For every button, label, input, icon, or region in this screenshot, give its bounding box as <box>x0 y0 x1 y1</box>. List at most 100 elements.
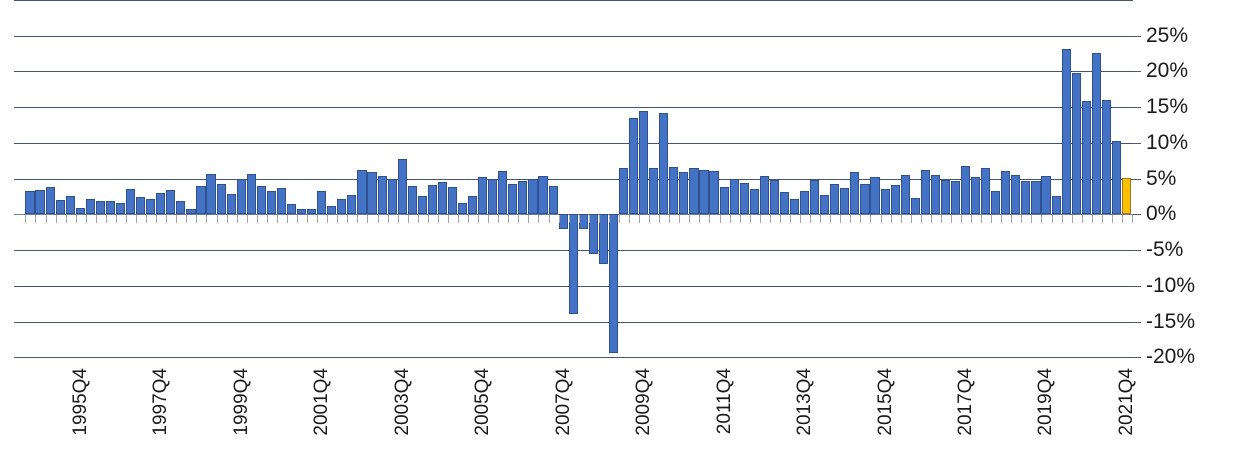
bar <box>35 189 45 215</box>
bar <box>417 196 427 215</box>
x-axis-tick <box>417 215 419 224</box>
x-axis-tick <box>709 215 711 224</box>
bar <box>578 214 588 229</box>
bar <box>176 201 186 215</box>
x-axis-label: 2013Q4 <box>794 368 816 436</box>
x-axis-tick <box>377 215 379 224</box>
x-axis-tick <box>900 215 902 224</box>
x-axis-tick <box>930 215 932 224</box>
x-axis-tick <box>508 215 510 224</box>
x-axis-tick <box>639 215 641 224</box>
bar <box>126 189 136 215</box>
bar <box>216 184 226 215</box>
x-axis-tick <box>186 215 188 224</box>
x-axis-tick <box>910 215 912 224</box>
bar <box>1051 196 1061 215</box>
x-axis-tick <box>890 215 892 224</box>
x-axis-tick <box>206 215 208 224</box>
y-axis-label: 0% <box>1146 202 1177 226</box>
bar <box>166 189 176 215</box>
bar <box>1091 53 1101 215</box>
bar <box>759 176 769 215</box>
x-axis-tick <box>1081 215 1083 224</box>
x-axis-tick <box>216 215 218 224</box>
bar <box>900 174 910 215</box>
x-axis-label: 2001Q4 <box>311 368 333 436</box>
x-axis-tick <box>820 215 822 224</box>
bar <box>940 179 951 215</box>
bar <box>156 192 166 215</box>
y-axis-tick <box>1133 142 1141 144</box>
bar <box>206 174 216 215</box>
y-axis-label: 20% <box>1146 59 1189 83</box>
bar <box>377 175 387 215</box>
bar <box>105 200 116 215</box>
x-axis-tick <box>860 215 862 224</box>
x-axis-tick <box>45 215 47 224</box>
x-axis-tick <box>1111 215 1113 224</box>
x-axis-tick <box>1011 215 1013 224</box>
bar <box>981 167 991 215</box>
x-axis-tick <box>538 215 540 224</box>
y-axis-label: -15% <box>1146 309 1196 333</box>
x-axis-tick <box>1121 215 1123 224</box>
bar <box>327 206 337 215</box>
x-axis-tick <box>689 215 691 224</box>
bar <box>1011 174 1021 215</box>
x-axis-tick <box>1041 215 1043 224</box>
bar <box>387 178 397 215</box>
x-axis-tick <box>669 215 671 224</box>
bar <box>659 112 669 215</box>
bar <box>1041 176 1051 215</box>
x-axis-tick <box>266 215 268 224</box>
x-axis-label: 2011Q4 <box>713 368 735 435</box>
y-axis-tick <box>1133 178 1141 180</box>
bar <box>317 191 327 215</box>
bar <box>669 167 679 215</box>
highlighted-bar <box>1121 177 1132 215</box>
x-axis-tick <box>357 215 359 224</box>
y-axis-label: 5% <box>1146 166 1177 190</box>
x-axis-tick <box>367 215 369 224</box>
bar <box>950 181 961 215</box>
x-axis-tick <box>629 215 630 224</box>
bar <box>820 194 830 215</box>
x-axis-label: 2005Q4 <box>472 368 494 436</box>
x-axis-tick <box>1021 215 1023 224</box>
x-axis-tick <box>156 215 158 224</box>
x-axis-label: 2015Q4 <box>874 368 896 436</box>
bar <box>468 196 478 215</box>
bar <box>810 179 820 215</box>
gridline <box>14 71 1133 73</box>
bar <box>337 198 347 215</box>
bar <box>830 183 840 215</box>
x-axis-tick <box>498 215 500 224</box>
x-axis-tick <box>649 215 651 224</box>
x-axis-tick <box>1071 215 1073 224</box>
bar <box>146 198 156 215</box>
x-axis-tick <box>779 215 781 224</box>
x-axis-label: 2003Q4 <box>391 368 413 436</box>
x-axis-tick <box>256 215 258 224</box>
gridline <box>14 357 1133 359</box>
bar <box>1021 180 1031 215</box>
x-axis-tick <box>528 215 530 224</box>
x-axis-tick <box>1132 215 1133 224</box>
bar <box>629 117 639 215</box>
bar <box>739 182 749 215</box>
bar <box>286 203 297 215</box>
bar <box>920 169 930 215</box>
bar <box>588 214 598 255</box>
bar <box>75 207 85 215</box>
bar <box>649 167 659 215</box>
bar <box>307 209 317 215</box>
bar <box>960 166 971 215</box>
x-axis-tick <box>136 215 138 224</box>
x-axis-tick <box>759 215 761 224</box>
x-axis-tick <box>115 215 117 224</box>
x-axis-tick <box>35 215 37 224</box>
bar <box>65 195 75 215</box>
x-axis-tick <box>307 215 309 224</box>
bar <box>85 199 95 215</box>
